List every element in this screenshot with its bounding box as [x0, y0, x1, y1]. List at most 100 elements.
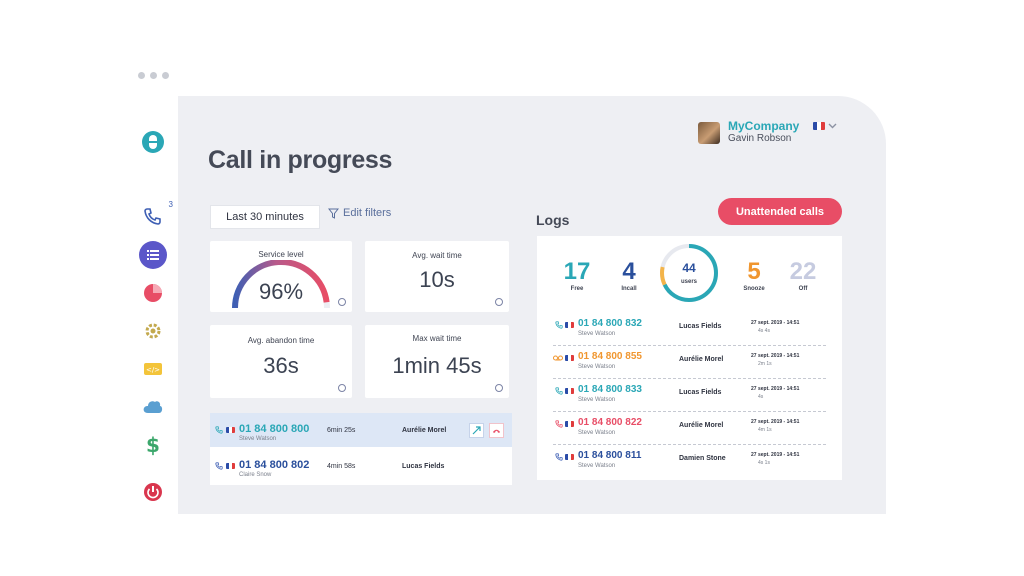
log-row[interactable]: 01 84 800 822 Steve Watson Aurélie Morel…	[553, 411, 826, 445]
agent-name: Lucas Fields	[402, 463, 445, 470]
log-contact: Steve Watson	[578, 463, 616, 469]
language-selector[interactable]	[813, 122, 837, 130]
france-flag-icon	[565, 454, 574, 460]
caller-number: 01 84 800 802	[239, 459, 310, 471]
hangup-icon	[493, 429, 500, 433]
log-agent: Lucas Fields	[679, 389, 722, 396]
cloud-icon[interactable]	[141, 395, 165, 419]
sidebar: 3 </> $	[120, 98, 178, 518]
log-row[interactable]: 01 84 800 833 Steve Watson Lucas Fields …	[553, 378, 826, 412]
card-settings-icon[interactable]	[338, 384, 346, 392]
caller-contact: Claire Snow	[239, 472, 272, 478]
users-count: 44	[682, 261, 696, 275]
logs-title: Logs	[536, 212, 570, 228]
service-level-value: 96%	[258, 279, 304, 304]
log-agent: Lucas Fields	[679, 323, 722, 330]
unattended-calls-button[interactable]: Unattended calls	[718, 198, 842, 225]
caller-number: 01 84 800 800	[239, 423, 310, 435]
log-row[interactable]: 01 84 800 832 Steve Watson Lucas Fields …	[553, 312, 826, 346]
stat-off: 22 Off	[783, 260, 823, 293]
app-logo-icon[interactable]	[141, 130, 165, 154]
active-call-row[interactable]: 01 84 800 802 Claire Snow 4min 58s Lucas…	[210, 449, 512, 483]
logs-card: 17 Free 4 Incall 44 users 5 Snooze 22 Of…	[537, 236, 842, 480]
chevron-down-icon	[828, 123, 837, 129]
svg-text:$: $	[146, 434, 160, 456]
stat-label: Snooze	[743, 286, 765, 292]
calls-badge: 3	[168, 200, 173, 209]
log-contact: Steve Watson	[578, 430, 616, 436]
settings-gear-icon[interactable]	[141, 319, 165, 343]
france-flag-icon	[565, 388, 574, 394]
call-duration: 4min 58s	[327, 463, 356, 470]
users-label: users	[680, 279, 697, 285]
missed-call-icon	[555, 420, 563, 428]
card-title: Max wait time	[412, 334, 462, 343]
billing-dollar-icon[interactable]: $	[141, 433, 165, 457]
log-duration: 4s 1s	[758, 460, 770, 466]
stat-incall: 4 Incall	[609, 260, 649, 293]
phone-icon	[555, 321, 563, 329]
svg-text:</>: </>	[146, 366, 160, 374]
card-title: Avg. abandon time	[247, 336, 315, 345]
agent-name: Aurélie Morel	[402, 427, 447, 434]
france-flag-icon	[565, 355, 574, 361]
company-name: MyCompany	[728, 119, 800, 133]
users-donut: 44 users	[658, 242, 720, 304]
france-flag-icon	[565, 322, 574, 328]
phone-icon	[555, 453, 563, 461]
voicemail-icon	[553, 355, 563, 361]
card-settings-icon[interactable]	[495, 384, 503, 392]
stat-label: Off	[798, 286, 808, 292]
avg-wait-value: 10s	[419, 267, 455, 292]
log-contact: Steve Watson	[578, 397, 616, 403]
log-duration: 4s	[758, 394, 764, 400]
log-duration: 4m 1s	[758, 427, 772, 433]
log-agent: Aurélie Morel	[679, 356, 724, 363]
power-icon[interactable]	[141, 480, 165, 504]
call-duration: 6min 25s	[327, 427, 356, 434]
log-number: 01 84 800 811	[578, 450, 642, 461]
avg-abandon-card: Avg. abandon time 36s	[210, 325, 352, 398]
stat-free: 17 Free	[557, 260, 597, 293]
stats-pie-icon[interactable]	[141, 281, 165, 305]
stat-label: Free	[570, 286, 584, 292]
service-level-gauge	[232, 260, 330, 309]
caller-contact: Steve Watson	[239, 436, 277, 442]
edit-filters-button[interactable]: Edit filters	[328, 207, 391, 219]
log-agent: Aurélie Morel	[679, 422, 724, 429]
card-settings-icon[interactable]	[338, 298, 346, 306]
card-title: Service level	[258, 250, 304, 259]
log-row[interactable]: 01 84 800 855 Steve Watson Aurélie Morel…	[553, 345, 826, 379]
user-name: Gavin Robson	[728, 133, 792, 144]
log-number: 01 84 800 833	[578, 384, 642, 395]
user-menu[interactable]: MyCompany Gavin Robson	[698, 120, 799, 145]
active-calls-list: 01 84 800 800 Steve Watson 6min 25s Auré…	[210, 413, 512, 485]
log-contact: Steve Watson	[578, 331, 616, 337]
log-date: 27 sept. 2019 - 14:51	[751, 452, 800, 458]
transfer-call-button[interactable]	[469, 423, 484, 438]
log-date: 27 sept. 2019 - 14:51	[751, 353, 800, 359]
log-date: 27 sept. 2019 - 14:51	[751, 320, 800, 326]
log-number: 01 84 800 832	[578, 318, 642, 329]
list-icon[interactable]	[139, 241, 167, 269]
log-duration: 2m 1s	[758, 361, 772, 367]
active-call-row[interactable]: 01 84 800 800 Steve Watson 6min 25s Auré…	[210, 413, 512, 447]
max-wait-card: Max wait time 1min 45s	[365, 325, 509, 398]
log-row[interactable]: 01 84 800 811 Steve Watson Damien Stone …	[553, 444, 826, 477]
stat-value: 5	[747, 258, 761, 285]
phone-icon	[215, 462, 223, 470]
service-level-card: Service level 96%	[210, 241, 352, 312]
avatar	[698, 121, 720, 144]
france-flag-icon	[226, 427, 235, 433]
hangup-call-button[interactable]	[489, 423, 504, 438]
integrations-icon[interactable]: </>	[141, 357, 165, 381]
log-agent: Damien Stone	[679, 455, 726, 462]
calls-icon[interactable]: 3	[141, 200, 173, 228]
max-wait-value: 1min 45s	[392, 353, 482, 378]
avg-abandon-value: 36s	[263, 353, 299, 378]
card-title: Avg. wait time	[412, 251, 462, 260]
period-selector[interactable]: Last 30 minutes	[210, 205, 320, 229]
france-flag-icon	[565, 421, 574, 427]
card-settings-icon[interactable]	[495, 298, 503, 306]
stat-label: Incall	[621, 286, 637, 292]
